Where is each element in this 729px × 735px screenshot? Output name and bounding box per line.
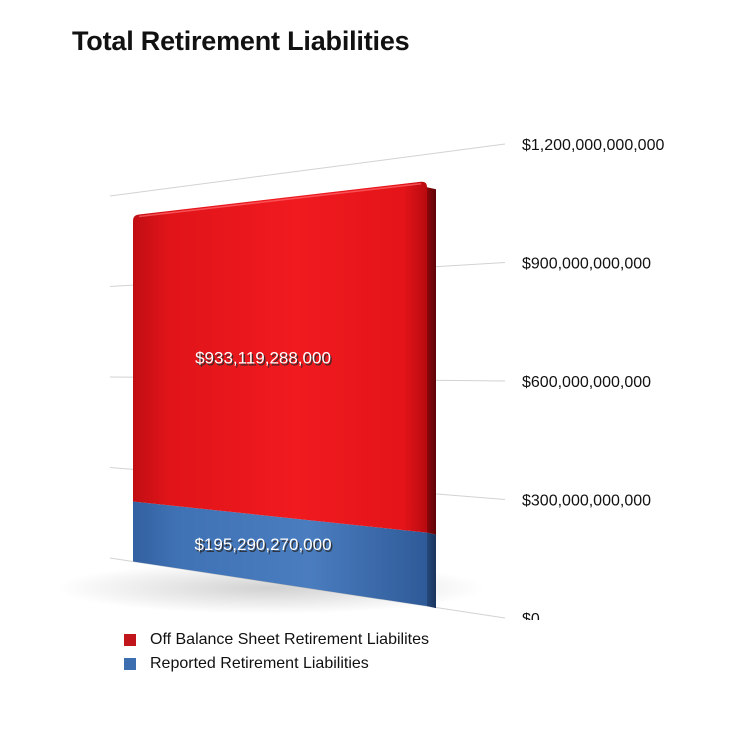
legend-swatch-reported: [124, 658, 136, 670]
legend-item-off-balance: Off Balance Sheet Retirement Liabilites: [124, 628, 429, 652]
bar-side-off-balance: [427, 187, 436, 535]
legend-label-reported: Reported Retirement Liabilities: [150, 655, 369, 672]
bar-top-highlight: [138, 182, 422, 218]
y-tick-label-0: $0: [522, 611, 540, 620]
bar-segment-reported: [133, 501, 427, 607]
legend-item-reported: Reported Retirement Liabilities: [124, 652, 429, 676]
data-label-off-balance: $933,119,288,000: [195, 349, 331, 368]
stacked-bar-chart: $195,290,270,000$195,290,270,000$933,119…: [55, 137, 664, 620]
chart-title: Total Retirement Liabilities: [72, 26, 410, 56]
bar-layer: [133, 181, 436, 609]
y-tick-label-1: $300,000,000,000: [522, 493, 651, 510]
y-tick-label-3: $900,000,000,000: [522, 256, 651, 273]
gridline-4: [109, 143, 506, 197]
bar-segment-off-balance: [133, 181, 427, 533]
data-label-shadow-off-balance: $933,119,288,000: [197, 351, 333, 370]
bar-side-reported: [427, 532, 436, 609]
legend-swatch-off-balance: [124, 634, 136, 646]
legend: Off Balance Sheet Retirement Liabilites …: [124, 628, 429, 676]
data-label-reported: $195,290,270,000: [194, 535, 331, 554]
data-label-layer: $195,290,270,000$195,290,270,000$933,119…: [194, 349, 333, 556]
y-tick-label-4: $1,200,000,000,000: [522, 137, 664, 154]
data-label-shadow-reported: $195,290,270,000: [196, 537, 333, 556]
y-tick-label-2: $600,000,000,000: [522, 374, 651, 391]
legend-label-off-balance: Off Balance Sheet Retirement Liabilites: [150, 631, 429, 648]
y-axis-tick-labels: $0 $300,000,000,000 $600,000,000,000 $900,0…: [522, 137, 664, 620]
